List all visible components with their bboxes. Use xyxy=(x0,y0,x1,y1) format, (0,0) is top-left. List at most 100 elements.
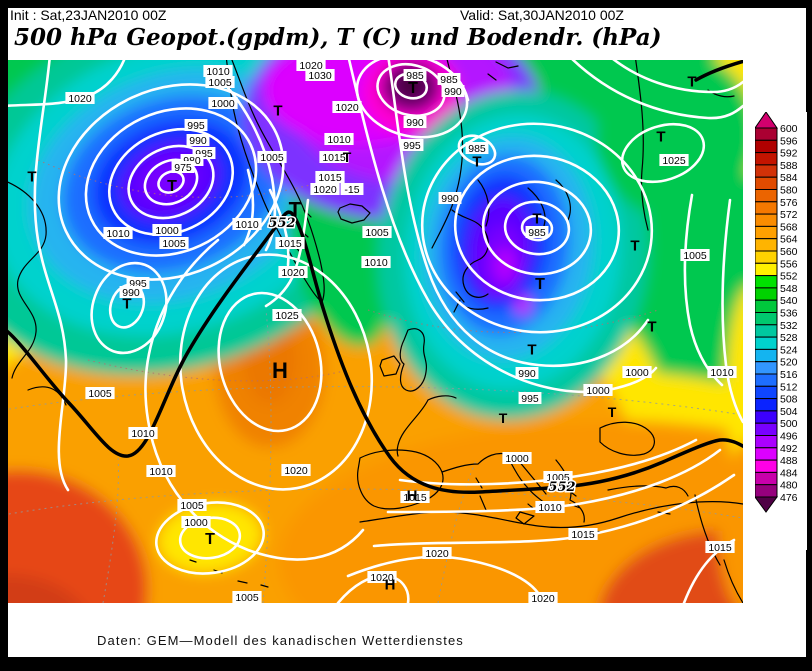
pressure-center-t: T xyxy=(535,276,545,293)
pressure-center-t: T xyxy=(532,210,541,227)
svg-text:1000: 1000 xyxy=(155,225,179,237)
isobar-label: 1005 xyxy=(205,76,234,89)
init-time-label: Init : Sat,23JAN2010 00Z xyxy=(10,7,166,23)
pressure-center-t: T xyxy=(647,318,656,335)
colorbar-cell xyxy=(755,226,777,238)
colorbar-tick-label: 548 xyxy=(780,283,798,295)
svg-text:1020: 1020 xyxy=(281,267,305,279)
isobar-label: 1000 xyxy=(622,366,651,379)
svg-text:1010: 1010 xyxy=(149,466,173,478)
isobar-label: 1005 xyxy=(177,499,206,512)
isobar-label: 1020 xyxy=(65,92,94,105)
svg-text:1010: 1010 xyxy=(538,502,562,514)
svg-text:1020: 1020 xyxy=(425,548,449,560)
chart-title: 500 hPa Geopot.(gpdm), T (C) und Bodendr… xyxy=(14,24,661,51)
colorbar-tick-label: 524 xyxy=(780,344,798,356)
colorbar-tick-label: 492 xyxy=(780,443,798,455)
svg-text:990: 990 xyxy=(444,86,462,98)
svg-text:1010: 1010 xyxy=(710,367,734,379)
isobar-label: 1005 xyxy=(159,237,188,250)
isobar-label: 1000 xyxy=(583,384,612,397)
svg-text:1015: 1015 xyxy=(318,172,342,184)
isobar-label: 1015 xyxy=(315,171,344,184)
pressure-center-t: T xyxy=(408,80,418,97)
colorbar-cell xyxy=(755,411,777,423)
isobar-label: 1025 xyxy=(659,154,688,167)
colorbar-tick-label: 500 xyxy=(780,418,798,430)
isobar-label: 1010 xyxy=(535,501,564,514)
colorbar-tick-label: 512 xyxy=(780,381,798,393)
isobar-label: 995 xyxy=(185,119,208,132)
colorbar-cell xyxy=(755,251,777,263)
svg-text:1015: 1015 xyxy=(278,238,302,250)
pressure-center-h: H xyxy=(407,487,418,504)
colorbar-tick-label: 556 xyxy=(780,258,798,270)
colorbar-tick-label: 480 xyxy=(780,480,798,492)
svg-text:1005: 1005 xyxy=(208,77,232,89)
colorbar-cell xyxy=(755,214,777,226)
svg-text:975: 975 xyxy=(174,162,192,174)
svg-text:1020: 1020 xyxy=(531,593,555,603)
svg-text:1015: 1015 xyxy=(708,542,732,554)
svg-text:1000: 1000 xyxy=(625,367,649,379)
svg-text:990: 990 xyxy=(441,193,459,205)
credit-line-1: Daten: GEM—Modell des kanadischen Wetter… xyxy=(97,632,464,649)
colorbar-cell xyxy=(755,153,777,165)
colorbar-cell xyxy=(755,399,777,411)
svg-text:1020: 1020 xyxy=(313,184,337,196)
pressure-center-t: T xyxy=(273,102,282,119)
pressure-center-t: T xyxy=(205,531,215,548)
colorbar-cell xyxy=(755,177,777,189)
colorbar-cell xyxy=(755,423,777,435)
svg-text:1010: 1010 xyxy=(364,257,388,269)
svg-text:995: 995 xyxy=(187,120,205,132)
isobar-label: 990 xyxy=(404,116,427,129)
isobar-label: 990 xyxy=(439,192,462,205)
colorbar-tick-label: 528 xyxy=(780,332,798,344)
pressure-center-t: T xyxy=(122,295,131,312)
colorbar-cell xyxy=(755,313,777,325)
valid-time-label: Valid: Sat,30JAN2010 00Z xyxy=(460,7,624,23)
pressure-center-t: T xyxy=(499,410,508,426)
svg-text:1030: 1030 xyxy=(308,70,332,82)
isobar-label: 1000 xyxy=(502,452,531,465)
isobar-label: 1010 xyxy=(232,218,261,231)
colorbar-cell xyxy=(755,386,777,398)
pressure-center-t: T xyxy=(472,153,481,170)
svg-text:1000: 1000 xyxy=(184,517,208,529)
colorbar-tick-label: 484 xyxy=(780,467,798,479)
svg-text:1010: 1010 xyxy=(131,428,155,440)
svg-text:1005: 1005 xyxy=(180,500,204,512)
colorbar-cell xyxy=(755,362,777,374)
svg-text:1010: 1010 xyxy=(327,134,351,146)
isobar-label: 1025 xyxy=(272,309,301,322)
colorbar-cell xyxy=(755,288,777,300)
isobar-label: 1005 xyxy=(680,249,709,262)
svg-text:990: 990 xyxy=(189,135,207,147)
colorbar-cell xyxy=(755,165,777,177)
colorbar-tick-label: 496 xyxy=(780,431,798,443)
svg-text:1010: 1010 xyxy=(235,219,259,231)
isobar-label: 975 xyxy=(172,161,195,174)
colorbar-cell xyxy=(755,239,777,251)
colorbar-cell xyxy=(755,325,777,337)
isobar-label: 1000 xyxy=(152,224,181,237)
svg-text:995: 995 xyxy=(521,393,539,405)
pressure-center-t: T xyxy=(608,404,617,420)
isobar-label: 1010 xyxy=(146,465,175,478)
pressure-center-t: T xyxy=(289,199,302,222)
svg-text:1020: 1020 xyxy=(68,93,92,105)
isobar-label: 1000 xyxy=(181,516,210,529)
svg-text:1020: 1020 xyxy=(284,465,308,477)
colorbar-cell xyxy=(755,448,777,460)
colorbar-tick-label: 568 xyxy=(780,221,798,233)
pressure-center-h: H xyxy=(272,358,288,383)
pressure-center-t: T xyxy=(527,341,536,358)
isobar-label: 1010 xyxy=(324,133,353,146)
svg-text:1015: 1015 xyxy=(571,529,595,541)
svg-text:985: 985 xyxy=(528,227,546,239)
colorbar-cell xyxy=(755,337,777,349)
colorbar-tick-label: 560 xyxy=(780,246,798,258)
svg-text:990: 990 xyxy=(406,117,424,129)
isobar-label: 1005 xyxy=(362,226,391,239)
